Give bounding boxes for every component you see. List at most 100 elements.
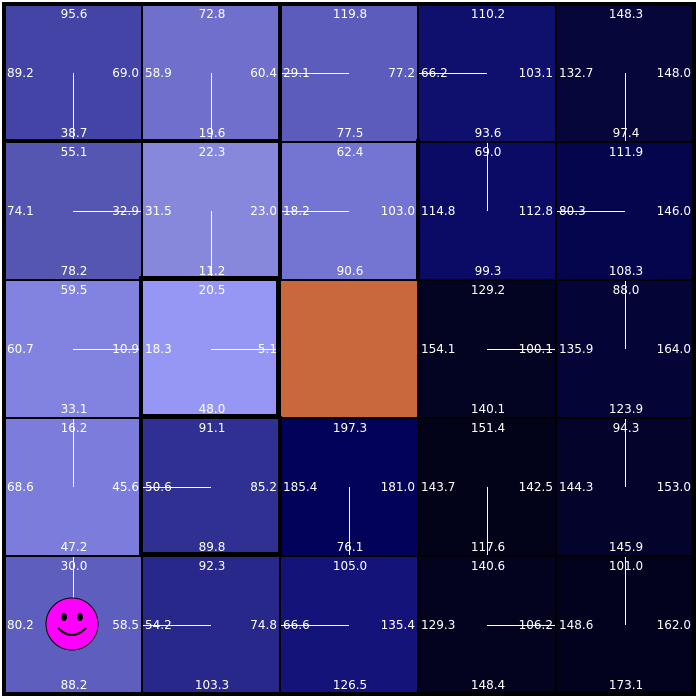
policy-arrow-up-icon: [625, 557, 626, 625]
q-value-bottom: 173.1: [608, 678, 644, 692]
q-value-top: 22.3: [198, 145, 226, 159]
q-value-left: 144.3: [559, 480, 594, 494]
q-value-left: 58.9: [145, 66, 172, 80]
q-value-right: 103.0: [380, 204, 415, 218]
grid-cell-r0-c2: 119.8 77.2 77.5 29.1: [280, 4, 418, 142]
policy-arrow-up-icon: [625, 419, 626, 487]
grid-cell-r1-c3: 69.0 112.8 99.3 114.8: [418, 142, 556, 280]
q-value-top: 16.2: [60, 421, 88, 435]
q-value-top: 91.1: [198, 421, 226, 435]
q-value-right: 162.0: [656, 618, 691, 632]
grid-cell-r3-c4: 94.3 153.0 145.9 144.3: [556, 418, 694, 556]
q-value-top: 55.1: [60, 145, 88, 159]
grid-cell-r3-c0: 16.2 45.6 47.2 68.6: [4, 418, 142, 556]
q-value-bottom: 117.6: [419, 541, 557, 553]
grid-cell-r0-c3: 110.2 103.1 93.6 66.2: [418, 4, 556, 142]
q-value-left: 185.4: [283, 480, 318, 494]
grid-cell-r3-c3: 151.4 142.5 117.6 143.7: [418, 418, 556, 556]
grid-cell-r3-c2: 197.3 181.0 76.1 185.4: [280, 418, 418, 556]
q-value-bottom: 103.3: [194, 678, 230, 692]
grid-cell-r0-c4: 148.3 148.0 97.4 132.7: [556, 4, 694, 142]
q-value-right: 58.5: [112, 618, 139, 632]
policy-arrow-down-icon: [211, 73, 212, 141]
q-value-bottom: 76.1: [336, 540, 364, 554]
q-value-bottom: 99.3: [474, 264, 502, 278]
q-value-top: 129.2: [470, 283, 506, 297]
q-value-bottom: 48.0: [198, 402, 226, 416]
wall-segment: [139, 276, 280, 280]
q-value-right: 60.4: [250, 66, 277, 80]
q-value-bottom: 108.3: [608, 264, 644, 278]
q-value-bottom: 78.2: [60, 264, 88, 278]
policy-arrow-right-icon: [487, 349, 555, 350]
policy-arrow-down-icon: [73, 73, 74, 141]
q-value-right: 135.4: [380, 618, 415, 632]
q-value-bottom: 38.7: [60, 126, 88, 140]
q-value-bottom: 97.4: [612, 126, 640, 140]
q-value-right: 146.0: [656, 204, 691, 218]
q-value-bottom: 47.2: [60, 540, 88, 554]
q-value-bottom: 77.5: [336, 126, 364, 140]
q-value-bottom: 145.9: [608, 540, 644, 554]
q-value-right: 23.0: [250, 204, 277, 218]
q-value-right: 69.0: [112, 66, 139, 80]
q-value-left: 148.6: [559, 618, 594, 632]
q-value-left: 135.9: [559, 342, 594, 356]
grid-cell-r2-c0: 59.5 10.9 33.1 60.7: [4, 280, 142, 418]
q-value-bottom: 89.8: [198, 540, 226, 554]
q-value-right: 103.1: [518, 66, 553, 80]
policy-arrow-down-icon: [211, 211, 212, 279]
q-value-bottom: 140.1: [470, 402, 506, 416]
q-value-right: 142.5: [518, 480, 553, 494]
wall-segment: [276, 278, 280, 418]
policy-arrow-left-icon: [281, 211, 349, 212]
grid-cell-r1-c0: 55.1 32.9 78.2 74.1: [4, 142, 142, 280]
grid-cell-r4-c2: 105.0 135.4 126.5 66.6: [280, 556, 418, 694]
wall-segment: [416, 139, 420, 281]
policy-arrow-left-icon: [419, 73, 487, 74]
grid-cell-r1-c1: 22.3 23.0 11.2 31.5: [142, 142, 280, 280]
q-value-top: 101.0: [557, 560, 695, 572]
q-value-left: 89.2: [7, 66, 34, 80]
policy-arrow-down-icon: [487, 487, 488, 555]
policy-arrow-up-icon: [73, 419, 74, 487]
policy-arrow-right-icon: [73, 211, 141, 212]
q-value-left: 80.2: [7, 618, 34, 632]
q-value-bottom: 33.1: [60, 402, 88, 416]
q-value-right: 153.0: [656, 480, 691, 494]
wall-segment: [139, 278, 143, 418]
wall-segment: [278, 416, 282, 556]
q-value-top: 94.3: [612, 421, 640, 435]
wall-segment: [139, 414, 280, 418]
policy-arrow-left-icon: [557, 211, 625, 212]
q-value-top: 92.3: [198, 559, 226, 573]
wall-segment: [278, 4, 282, 280]
grid-cell-r0-c0: 95.6 69.0 38.7 89.2: [4, 4, 142, 142]
q-value-bottom: 11.2: [198, 264, 226, 278]
q-value-left: 60.7: [7, 342, 34, 356]
policy-arrow-up-icon: [625, 281, 626, 349]
q-value-top: 197.3: [332, 421, 368, 435]
q-value-bottom: 19.6: [198, 126, 226, 140]
policy-arrow-down-icon: [349, 487, 350, 555]
q-value-top: 72.8: [198, 7, 226, 21]
q-value-top: 95.6: [60, 7, 88, 21]
q-value-right: 148.0: [656, 66, 691, 80]
q-value-top: 69.0: [474, 145, 502, 159]
q-value-right: 164.0: [656, 342, 691, 356]
q-value-top: 62.4: [336, 145, 364, 159]
q-value-top: 30.0: [60, 559, 88, 573]
policy-arrow-up-icon: [73, 557, 74, 625]
q-value-right: 181.0: [380, 480, 415, 494]
policy-arrow-right-icon: [73, 349, 141, 350]
policy-arrow-left-icon: [143, 487, 211, 488]
grid-cell-r2-c4: 88.0 164.0 123.9 135.9: [556, 280, 694, 418]
q-value-top: 20.5: [198, 283, 226, 297]
q-value-top: 151.4: [470, 421, 506, 435]
q-value-top: 148.3: [608, 7, 644, 21]
q-value-left: 154.1: [421, 342, 456, 356]
grid-cell-r4-c1: 92.3 74.8 103.3 54.2: [142, 556, 280, 694]
grid-cell-r1-c2: 62.4 103.0 90.6 18.2: [280, 142, 418, 280]
q-value-top: 111.9: [608, 145, 644, 159]
grid-cell-r3-c1: 91.1 85.2 89.8 50.6: [142, 418, 280, 556]
